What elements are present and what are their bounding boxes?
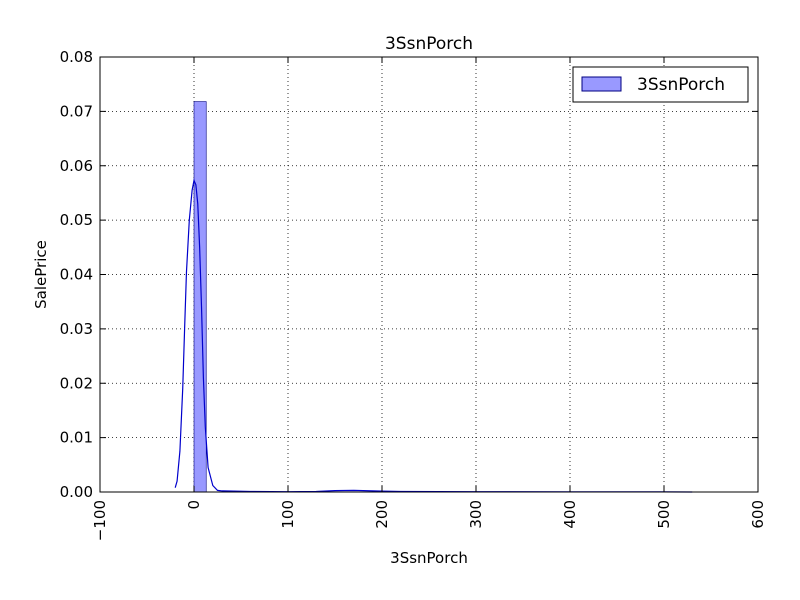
chart-title: 3SsnPorch: [385, 34, 473, 54]
y-axis-label: SalePrice: [32, 240, 50, 309]
y-tick-label: 0.04: [60, 266, 93, 284]
y-tick-label: 0.08: [60, 48, 93, 66]
y-tick-label: 0.02: [60, 374, 93, 392]
x-tick-label: 0: [185, 500, 203, 510]
x-axis-label: 3SsnPorch: [390, 549, 468, 567]
y-tick-label: 0.01: [60, 429, 93, 447]
legend-entry-label: 3SsnPorch: [637, 75, 725, 95]
y-tick-label: 0.07: [60, 102, 93, 120]
x-tick-label: 300: [467, 500, 485, 529]
y-tick-label: 0.03: [60, 320, 93, 338]
y-tick-label: 0.06: [60, 157, 93, 175]
x-tick-label: −100: [91, 500, 109, 541]
kde-line: [174, 178, 693, 493]
y-tick-label: 0.00: [60, 483, 93, 501]
histogram-bar: [193, 101, 207, 493]
y-tick-label: 0.05: [60, 211, 93, 229]
x-tick-label: 200: [373, 500, 391, 529]
ticks: −100 0 100 200 300 400 500 600 0.00 0.01 0.02 0.03 0…: [60, 48, 767, 541]
x-tick-label: 100: [279, 500, 297, 529]
legend-swatch: [581, 76, 622, 92]
x-tick-label: 600: [749, 500, 767, 529]
x-tick-label: 500: [655, 500, 673, 529]
legend: 3SsnPorch: [572, 66, 749, 103]
x-tick-label: 400: [561, 500, 579, 529]
